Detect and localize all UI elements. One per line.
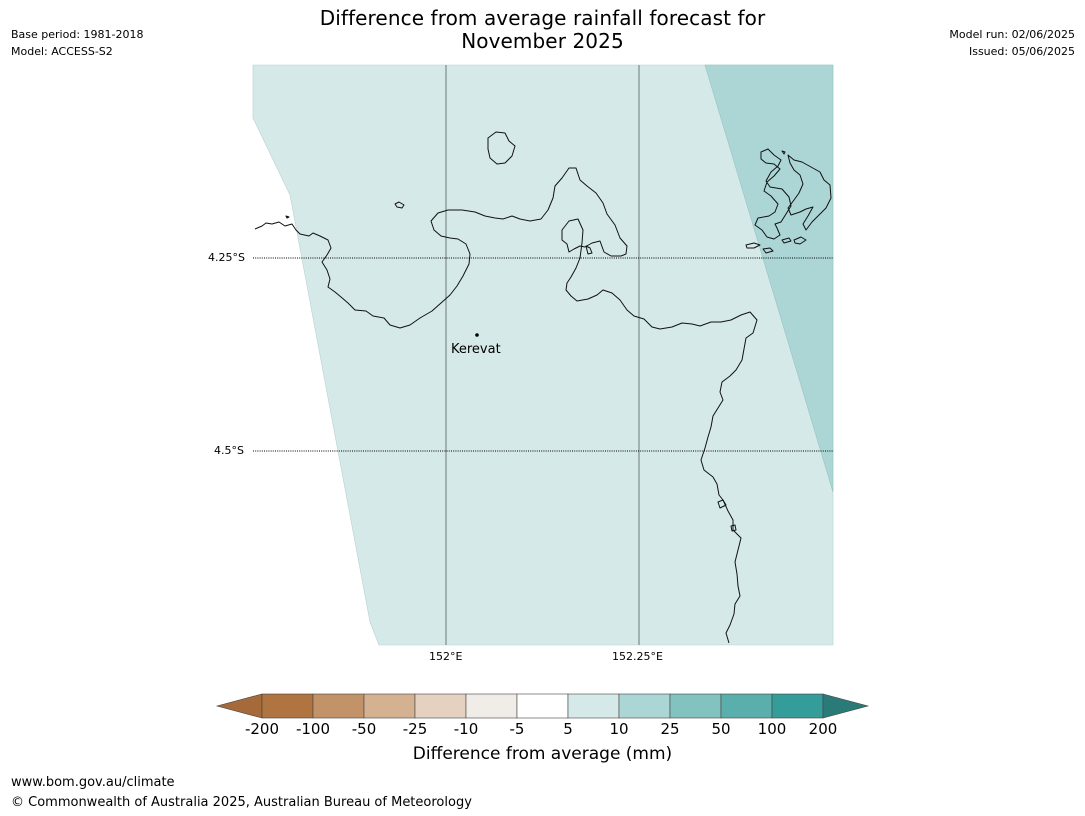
coastline-duke-of-york: [754, 148, 792, 240]
coastline-lake: [585, 245, 593, 255]
coastline-islet-e1: [745, 242, 761, 249]
coastline-islet-north: [487, 131, 516, 165]
coastline: [254, 131, 832, 644]
footer-url: www.bom.gov.au/climate: [11, 775, 175, 790]
colorbar-tick-label: 25: [660, 720, 680, 738]
coastline-islet-e4: [793, 236, 807, 245]
lat-label-4-5: 4.5°S: [214, 444, 244, 457]
colorbar-swatch: [618, 693, 671, 719]
model-name: Model: ACCESS-S2: [11, 45, 113, 58]
colorbar-swatch: [261, 693, 314, 719]
colorbar-tick-label: -10: [453, 720, 479, 738]
colorbar-swatch: [465, 693, 518, 719]
coastline-islet-e2: [762, 247, 774, 254]
forecast-region-10-25: [704, 64, 834, 493]
title-line-1: Difference from average rainfall forecas…: [319, 6, 766, 30]
map-title: Difference from average rainfall forecas…: [0, 7, 1085, 53]
colorbar-swatch: [414, 693, 467, 719]
coastline-islet-tiny: [285, 215, 290, 219]
colorbar-swatch: [720, 693, 773, 719]
colorbar-swatch: [669, 693, 722, 719]
model-run: Model run: 02/06/2025: [949, 28, 1075, 41]
coastline-islet-e3: [781, 237, 792, 244]
meta-right: Model run: 02/06/2025 Issued: 05/06/2025: [949, 26, 1075, 60]
colorbar-tick-label: -50: [351, 720, 377, 738]
title-line-2: November 2025: [461, 29, 624, 53]
colorbar-swatch: [312, 693, 365, 719]
colorbar-swatch: [516, 693, 569, 719]
coastline-islands-east: [787, 154, 832, 231]
colorbar-extend-low: [215, 693, 263, 719]
lat-label-4-25: 4.25°S: [208, 251, 245, 264]
meta-left: Base period: 1981-2018 Model: ACCESS-S2: [11, 26, 143, 60]
colorbar-extend-high: [822, 693, 870, 719]
coastline-islet-e6: [730, 524, 737, 532]
kerevat-label: Kerevat: [451, 342, 501, 357]
colorbar-title: Difference from average (mm): [412, 744, 673, 764]
coastline-islet-small: [394, 201, 405, 209]
footer-copyright: © Commonwealth of Australia 2025, Austra…: [11, 795, 472, 810]
colorbar-tick-label: 5: [563, 720, 573, 738]
colorbar-tick-label: -100: [295, 720, 331, 738]
kerevat-marker: [475, 333, 479, 337]
colorbar-swatch: [567, 693, 620, 719]
colorbar-swatch: [363, 693, 416, 719]
lon-label-152-25: 152.25°E: [612, 650, 663, 663]
coastline-islet-e7: [781, 150, 786, 155]
lon-label-152: 152°E: [429, 650, 463, 663]
colorbar-tick-label: -200: [244, 720, 280, 738]
base-period: Base period: 1981-2018: [11, 28, 144, 41]
colorbar-tick-label: 200: [808, 720, 838, 738]
colorbar-tick-label: -5: [509, 720, 525, 738]
colorbar-tick-label: -25: [402, 720, 428, 738]
coastline-islet-e5: [717, 499, 727, 509]
coastline-main: [254, 167, 758, 644]
colorbar-tick-label: 100: [757, 720, 787, 738]
colorbar-tick-label: 10: [609, 720, 629, 738]
colorbar-swatch: [771, 693, 824, 719]
issued-date: Issued: 05/06/2025: [968, 45, 1075, 58]
colorbar-tick-label: 50: [711, 720, 731, 738]
